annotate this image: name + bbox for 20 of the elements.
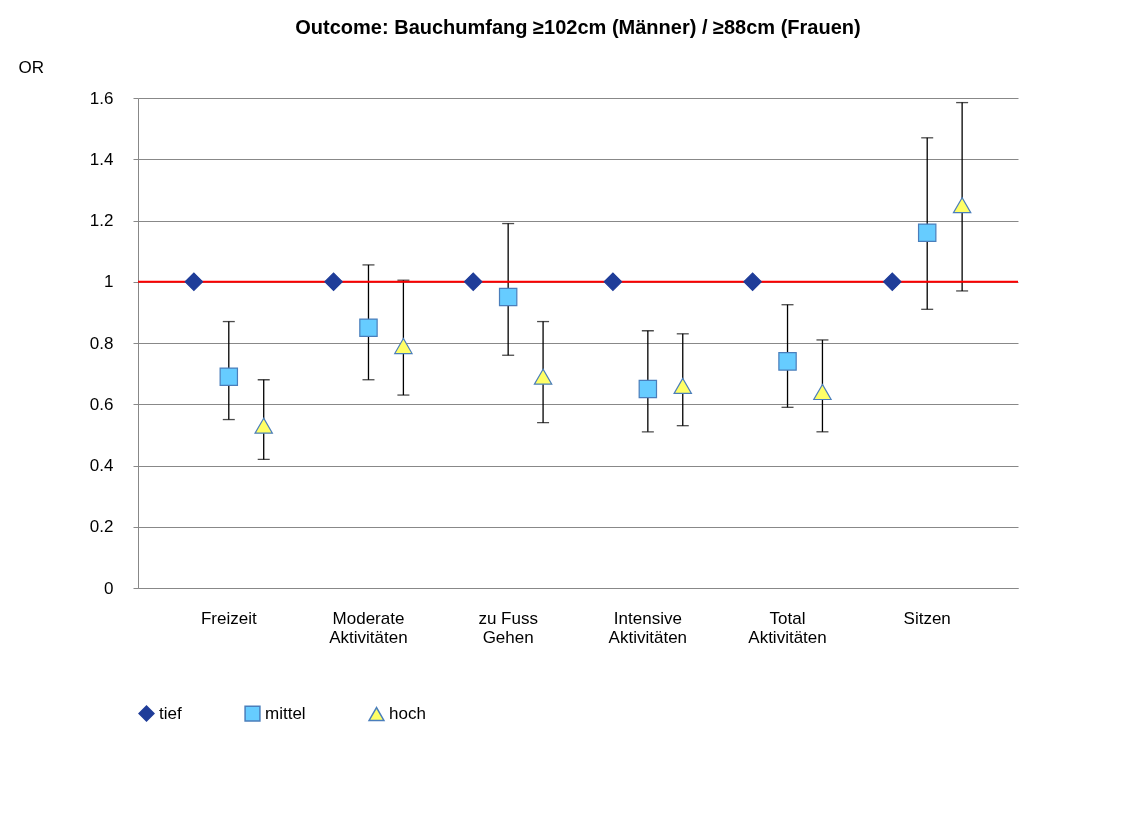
y-tick-label: 0.4 — [89, 456, 114, 475]
y-tick-label: 0.6 — [89, 394, 114, 414]
y-tick-label: 0 — [104, 578, 114, 598]
x-tick-label: Moderate Aktivitäten — [329, 608, 408, 647]
y-tick-label: 1.6 — [89, 88, 114, 108]
x-tick-label: zu Fuss Gehen — [478, 608, 538, 647]
x-tick-label: Freizeit — [200, 608, 257, 628]
legend-label: hoch — [389, 704, 426, 724]
x-tick-label: Total Aktivitäten — [748, 608, 827, 647]
x-tick-label: Intensive Aktivitäten — [608, 608, 688, 647]
y-tick-label: 1.2 — [89, 211, 114, 230]
x-tick-label: Sitzen — [903, 608, 951, 628]
y-tick-label: 0.2 — [89, 517, 114, 537]
y-tick-label: 1.4 — [89, 149, 114, 169]
y-tick-label: 0.8 — [89, 333, 114, 353]
legend-label: tief — [159, 703, 182, 723]
y-tick-label: 1 — [104, 272, 114, 292]
legend-label: mittel — [265, 703, 306, 723]
y-axis-title: OR — [18, 57, 44, 77]
chart-title: Outcome: Bauchumfang ≥102cm (Männer) / ≥88cm (Frauen) — [295, 16, 861, 38]
